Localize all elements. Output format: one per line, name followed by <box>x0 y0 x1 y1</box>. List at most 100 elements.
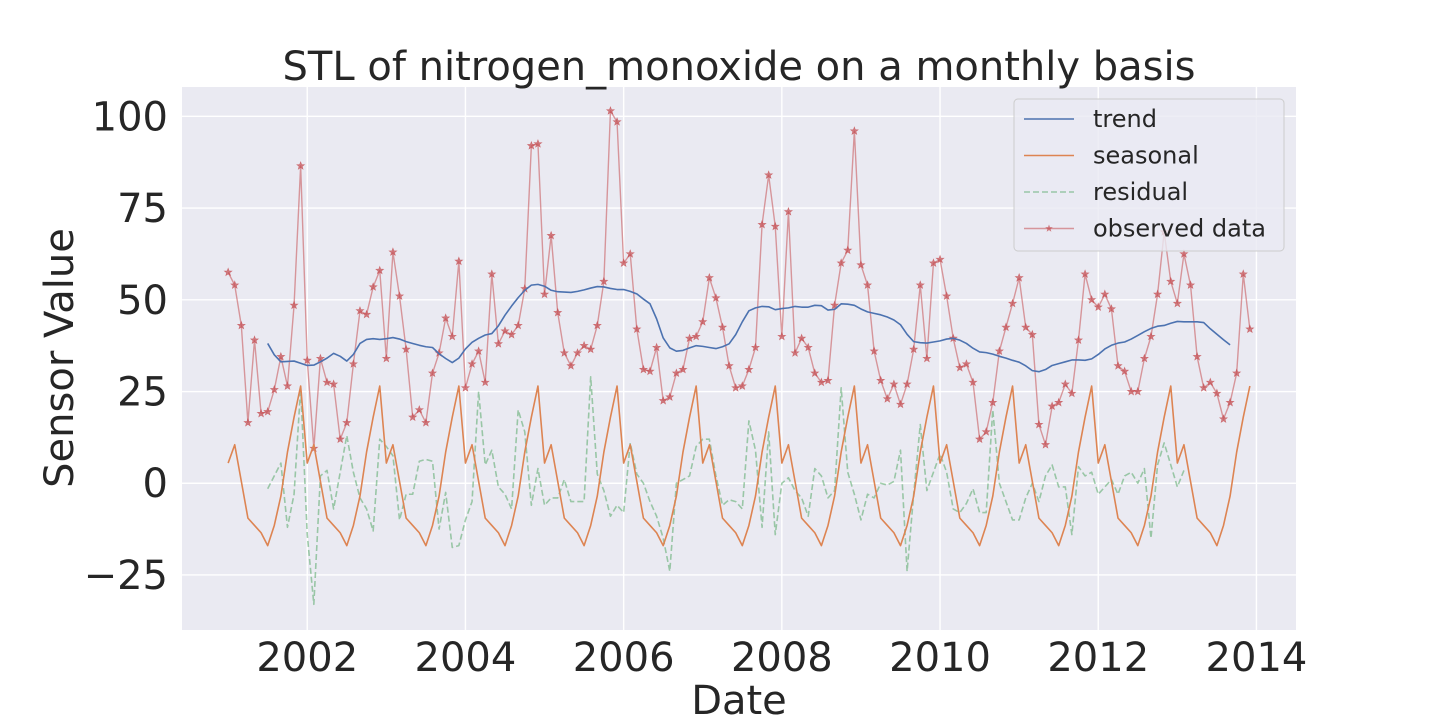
observed-point <box>638 364 649 374</box>
observed-point <box>961 359 972 368</box>
y-tick-label: 75 <box>117 186 168 232</box>
observed-point <box>1245 324 1255 334</box>
observed-point <box>441 313 451 323</box>
observed-point <box>269 384 279 394</box>
observed-point <box>243 417 253 427</box>
observed-point <box>533 139 543 148</box>
x-tick-label: 2006 <box>573 635 675 681</box>
observed-point <box>256 408 266 418</box>
observed-point <box>994 346 1004 356</box>
observed-point <box>1100 289 1110 299</box>
observed-point <box>612 116 622 126</box>
observed-point <box>895 399 906 409</box>
observed-point <box>658 395 668 405</box>
legend: trend seasonal residual observed data <box>1013 98 1285 252</box>
observed-point <box>1040 439 1051 449</box>
observed-point <box>922 353 932 363</box>
observed-point <box>619 258 629 268</box>
observed-point <box>717 322 728 332</box>
observed-point <box>651 342 662 352</box>
observed-point <box>513 320 523 330</box>
observed-point <box>447 331 457 341</box>
series-layer <box>223 105 1255 606</box>
observed-point <box>263 406 273 416</box>
legend-frame <box>1013 98 1285 252</box>
observed-point <box>1199 382 1209 392</box>
observed-point <box>1152 289 1163 299</box>
x-tick-label: 2010 <box>889 635 991 681</box>
observed-point <box>1106 304 1117 313</box>
observed-point <box>1014 272 1024 282</box>
observed-point <box>467 359 477 368</box>
observed-point <box>414 405 424 414</box>
observed-point <box>882 394 892 403</box>
observed-point <box>1139 353 1150 363</box>
observed-point <box>876 375 886 385</box>
series-trend <box>266 283 1231 373</box>
observed-point <box>592 320 602 330</box>
observed-point <box>566 360 576 370</box>
observed-point <box>559 348 569 357</box>
y-axis-label: Sensor Value <box>37 228 83 488</box>
observed-point <box>737 381 747 390</box>
series-observed-data <box>223 105 1255 453</box>
observed-point <box>500 326 510 335</box>
observed-point <box>1067 388 1077 398</box>
observed-point <box>678 364 688 374</box>
observed-point <box>579 340 589 350</box>
observed-point <box>599 276 609 286</box>
observed-point <box>1166 276 1176 286</box>
observed-point <box>361 309 372 319</box>
y-tick-label: 25 <box>117 370 168 416</box>
trend-line <box>266 283 1231 373</box>
observed-point <box>974 434 985 444</box>
gridlines <box>182 87 1296 630</box>
observed-point <box>1205 377 1215 387</box>
y-tick-label: −25 <box>84 553 168 599</box>
observed-point <box>665 392 675 401</box>
observed-point <box>506 329 517 339</box>
observed-point <box>823 375 833 385</box>
observed-point <box>388 247 398 257</box>
x-tick-label: 2012 <box>1047 635 1149 681</box>
observed-point <box>790 348 800 357</box>
observed-point <box>1192 351 1202 361</box>
observed-point <box>968 377 978 387</box>
legend-label-observed-data: observed data <box>1093 215 1266 243</box>
observed-point <box>770 221 780 231</box>
observed-point <box>731 382 741 392</box>
observed-point <box>909 344 919 354</box>
observed-point <box>553 307 563 317</box>
observed-point <box>902 379 912 389</box>
observed-point <box>1238 269 1248 279</box>
observed-point <box>348 359 359 368</box>
observed-point <box>783 206 794 216</box>
observed-point <box>684 333 695 343</box>
legend-marker-star <box>1045 224 1053 232</box>
observed-point <box>282 381 293 390</box>
observed-point <box>843 245 853 255</box>
series-residual <box>266 376 1185 606</box>
residual-line <box>266 376 1185 606</box>
observed-point <box>1080 269 1090 279</box>
observed-point <box>757 219 767 229</box>
observed-point <box>572 348 583 357</box>
observed-point <box>408 412 418 422</box>
x-tick-label: 2014 <box>1206 635 1308 681</box>
observed-point <box>1232 368 1242 378</box>
observed-point <box>454 256 464 266</box>
y-tick-label: 100 <box>92 94 168 140</box>
observed-point <box>1212 388 1222 398</box>
series-seasonal <box>227 385 1251 547</box>
observed-point <box>474 346 484 356</box>
observed-point <box>1021 322 1031 332</box>
observed-point <box>236 320 246 330</box>
x-axis-label: Date <box>691 678 787 720</box>
observed-point <box>230 280 240 290</box>
observed-point <box>1073 335 1084 345</box>
observed-point <box>493 338 504 348</box>
observed-point <box>711 293 721 302</box>
observed-point <box>375 265 385 275</box>
observed-point <box>460 382 471 392</box>
